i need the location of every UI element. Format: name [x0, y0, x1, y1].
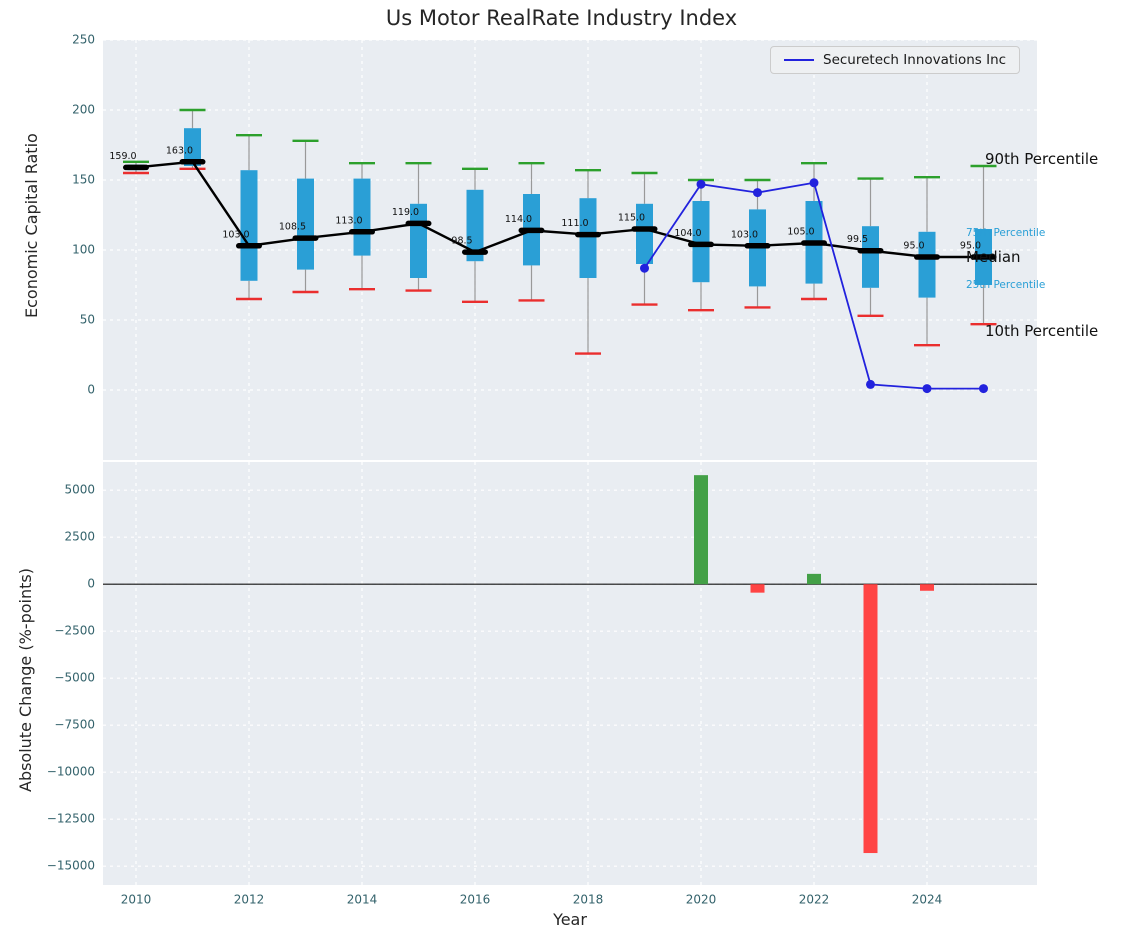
median-value-label: 163.0 — [166, 145, 193, 156]
median-marker — [744, 243, 771, 249]
bottom-y-tick-label: −7500 — [54, 718, 95, 732]
median-value-label: 119.0 — [392, 207, 419, 218]
top-y-tick-label: 150 — [72, 173, 95, 187]
x-tick-label: 2012 — [234, 893, 265, 907]
top-y-tick-label: 100 — [72, 243, 95, 257]
median-line — [135, 160, 984, 259]
bottom-y-tick-label: −5000 — [54, 671, 95, 685]
bottom-y-axis-label: Absolute Change (%-points) — [16, 568, 35, 792]
median-marker — [857, 247, 884, 254]
median-marker — [801, 240, 827, 246]
x-tick-label: 2024 — [912, 893, 943, 907]
median-marker — [123, 164, 149, 171]
annotation-90th-percentile: 90th Percentile — [985, 150, 1099, 168]
x-tick-label: 2014 — [347, 893, 378, 907]
iqr-box — [240, 170, 258, 281]
company-series-point — [866, 379, 875, 389]
change-bar-negative — [863, 584, 878, 854]
annotation-10th-percentile: 10th Percentile — [985, 322, 1099, 340]
median-marker — [688, 241, 714, 248]
top-y-axis-label: Economic Capital Ratio — [22, 133, 41, 318]
top-y-tick-label: 250 — [72, 33, 95, 47]
median-value-label: 104.0 — [674, 228, 701, 239]
median-value-label: 98.5 — [451, 236, 472, 247]
median-marker — [179, 159, 206, 165]
median-value-label: 108.5 — [279, 222, 306, 233]
annotation-75th-percentile: 75th Percentile — [966, 227, 1046, 239]
median-value-label: 115.0 — [618, 213, 645, 224]
median-marker — [462, 249, 488, 255]
median-value-label: 114.0 — [505, 214, 532, 225]
iqr-box — [353, 178, 371, 256]
chart-title: Us Motor RealRate Industry Index — [385, 6, 738, 30]
iqr-box — [579, 198, 597, 278]
iqr-box — [297, 178, 314, 270]
company-series-point — [640, 263, 649, 273]
top-y-tick-label: 0 — [87, 383, 95, 397]
median-value-label: 95.0 — [960, 241, 981, 252]
median-marker — [349, 229, 375, 235]
bottom-y-tick-label: 2500 — [64, 530, 95, 544]
change-bar-positive — [694, 475, 708, 585]
median-marker — [518, 227, 545, 234]
iqr-box — [184, 128, 201, 166]
x-tick-label: 2016 — [460, 893, 491, 907]
median-value-label: 105.0 — [787, 227, 814, 238]
bottom-y-tick-label: 5000 — [64, 483, 95, 497]
iqr-box — [692, 201, 710, 283]
iqr-box — [862, 226, 879, 288]
legend: Securetech Innovations Inc — [770, 46, 1021, 74]
top-y-tick-label: 200 — [72, 103, 95, 117]
annotation-25th-percentile: 25th Percentile — [966, 279, 1046, 291]
change-bar-positive — [807, 573, 821, 585]
median-value-label: 103.0 — [222, 229, 249, 240]
company-series-point — [696, 179, 706, 189]
company-series-point — [922, 384, 932, 394]
company-series-point — [809, 178, 819, 188]
change-bar-negative — [920, 584, 934, 591]
median-marker — [292, 235, 319, 241]
company-series-point — [753, 188, 762, 198]
annotation-median: Median — [966, 248, 1021, 266]
median-value-label: 95.0 — [903, 241, 924, 252]
bottom-y-tick-label: 0 — [87, 577, 95, 591]
bottom-y-tick-label: −10000 — [47, 765, 95, 779]
median-value-label: 159.0 — [109, 151, 136, 162]
iqr-box — [918, 231, 936, 298]
iqr-box — [636, 203, 653, 264]
median-marker — [970, 254, 997, 260]
iqr-box — [466, 189, 484, 262]
x-tick-label: 2018 — [573, 893, 604, 907]
median-value-label: 103.0 — [731, 229, 758, 240]
median-value-label: 113.0 — [335, 215, 362, 226]
median-value-label: 111.0 — [561, 218, 588, 229]
company-series-point — [979, 384, 988, 394]
bottom-y-tick-label: −12500 — [47, 812, 95, 826]
median-marker — [575, 231, 601, 238]
legend-line-swatch — [784, 59, 814, 61]
change-bar-negative — [750, 584, 765, 593]
bottom-y-tick-label: −15000 — [47, 859, 95, 873]
median-marker — [405, 220, 432, 227]
x-tick-label: 2020 — [686, 893, 717, 907]
x-tick-label: 2022 — [799, 893, 830, 907]
x-tick-label: 2010 — [121, 893, 152, 907]
median-marker — [631, 226, 658, 232]
median-value-label: 99.5 — [847, 234, 868, 245]
x-axis-label: Year — [553, 910, 587, 929]
bottom-y-tick-label: −2500 — [54, 624, 95, 638]
top-y-tick-label: 50 — [80, 313, 95, 327]
legend-label: Securetech Innovations Inc — [823, 52, 1007, 68]
median-marker — [236, 243, 262, 249]
median-marker — [914, 254, 940, 260]
bottom-plot-background — [103, 462, 1037, 885]
